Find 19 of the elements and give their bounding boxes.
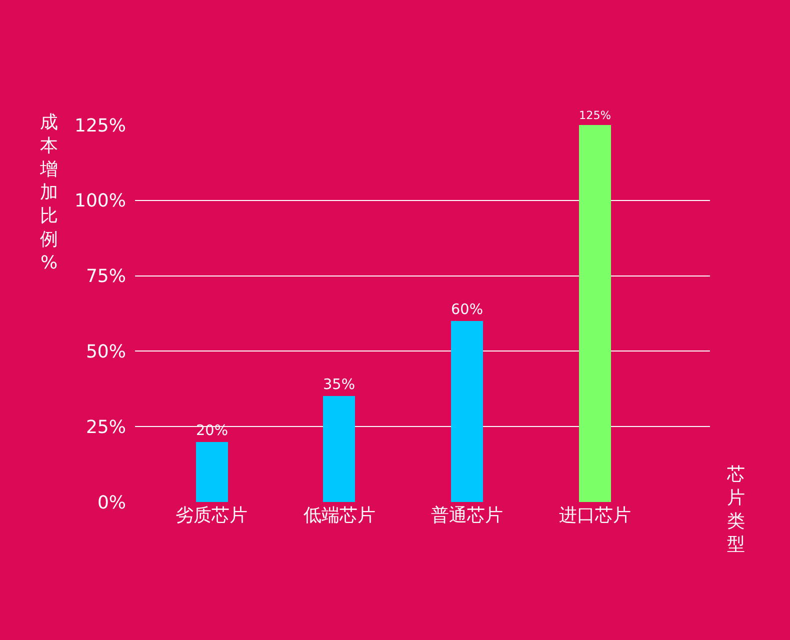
y-axis-title: 成本增加比例% (39, 112, 58, 274)
bar (451, 321, 483, 502)
y-tick-label: 100% (74, 190, 126, 212)
x-tick-label: 劣质芯片 (176, 505, 248, 526)
x-axis-title: 芯片类型 (726, 464, 745, 556)
y-tick-label: 75% (86, 266, 126, 288)
bar (196, 442, 228, 502)
y-tick-label: 25% (86, 416, 126, 438)
y-tick-label: 125% (74, 115, 126, 136)
y-tick-label: 0% (97, 492, 126, 514)
x-tick-label: 进口芯片 (559, 505, 631, 526)
y-tick-label: 50% (86, 342, 126, 362)
data-label: 35% (323, 377, 355, 393)
data-label: 125% (579, 108, 612, 122)
x-tick-label: 低端芯片 (303, 505, 376, 526)
x-tick-label: 普通芯片 (431, 505, 504, 526)
bar (579, 125, 611, 502)
bar (323, 396, 355, 502)
data-label: 60% (451, 302, 483, 318)
